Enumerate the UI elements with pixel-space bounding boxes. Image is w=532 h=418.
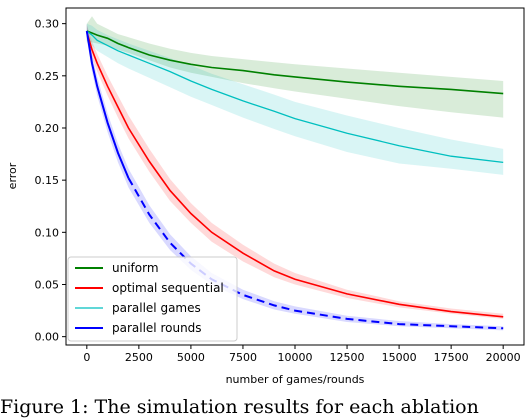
x-tick-label: 10000 — [278, 351, 313, 364]
y-tick-label: 0.00 — [35, 331, 60, 344]
legend-label-uniform: uniform — [112, 261, 159, 275]
y-axis-label: error — [6, 162, 19, 189]
legend-label-parallel-games: parallel games — [112, 301, 201, 315]
legend-label-parallel-rounds: parallel rounds — [112, 321, 202, 335]
legend: uniform optimal sequential parallel games p… — [67, 256, 238, 342]
legend-label-optimal-sequential: optimal sequential — [112, 281, 224, 295]
x-tick-label: 15000 — [382, 351, 417, 364]
y-tick-label: 0.25 — [35, 70, 60, 83]
y-tick-label: 0.10 — [35, 226, 60, 239]
x-ticks: 0 2500 5000 7500 10000 12500 15000 17500 20000 — [83, 345, 521, 364]
y-tick-label: 0.15 — [35, 174, 60, 187]
x-tick-label: 12500 — [330, 351, 365, 364]
parallel-rounds-line-dashed — [127, 177, 504, 330]
x-tick-label: 5000 — [177, 351, 205, 364]
parallel-games-confidence-band — [86, 23, 504, 175]
uniform-line — [86, 30, 504, 95]
x-tick-label: 17500 — [434, 351, 469, 364]
uniform-confidence-band — [86, 16, 504, 118]
optimal-sequential-line — [86, 31, 504, 318]
x-axis-label: number of games/rounds — [226, 373, 365, 386]
legend-box — [67, 256, 238, 342]
parallel-games-line — [86, 30, 504, 164]
x-tick-label: 20000 — [486, 351, 521, 364]
parallel-rounds-line-solid — [85, 30, 130, 179]
bands-layer — [86, 16, 504, 331]
x-tick-label: 2500 — [125, 351, 153, 364]
chart-svg: 0 2500 5000 7500 10000 12500 15000 17500 20000 0… — [6, 7, 525, 386]
y-tick-label: 0.30 — [35, 18, 60, 31]
x-tick-label: 7500 — [229, 351, 257, 364]
y-tick-label: 0.20 — [35, 122, 60, 135]
y-ticks: 0.00 0.05 0.10 0.15 0.20 0.25 0.30 — [35, 18, 66, 344]
lines-layer — [85, 30, 504, 330]
figure-caption: Figure 1: The simulation results for eac… — [0, 396, 479, 418]
x-tick-label: 0 — [83, 351, 90, 364]
y-tick-label: 0.05 — [35, 278, 60, 291]
